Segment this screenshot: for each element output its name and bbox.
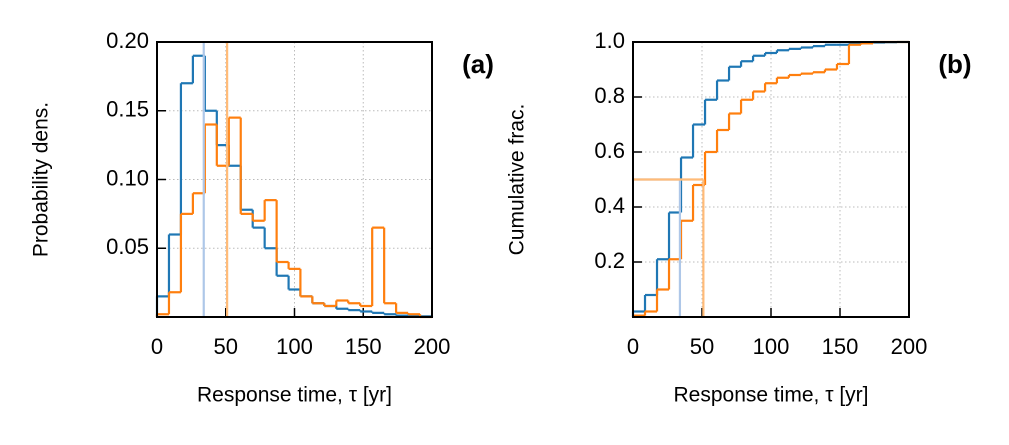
y-tick-label: 0.20 [106,28,149,53]
y-tick-label: 0.15 [106,97,149,122]
x-tick-label: 50 [690,334,714,359]
y-tick-label: 1.0 [594,28,625,53]
y-tick-label: 0.8 [594,83,625,108]
x-tick-label: 50 [214,334,238,359]
y-tick-label: 0.6 [594,138,625,163]
y-axis-label: Probability dens. [30,102,53,257]
x-tick-label: 150 [345,334,382,359]
x-tick-label: 100 [753,334,790,359]
x-tick-label: 200 [414,334,451,359]
x-axis-label: Response time, τ [yr] [673,384,868,407]
y-tick-label: 0.2 [594,248,625,273]
x-tick-label: 150 [822,334,859,359]
x-tick-label: 0 [627,334,639,359]
y-tick-label: 0.10 [106,165,149,190]
x-tick-label: 200 [891,334,928,359]
x-tick-label: 0 [151,334,163,359]
plot-frame [632,41,910,318]
x-tick-label: 100 [276,334,313,359]
x-axis-label: Response time, τ [yr] [197,384,392,407]
y-tick-label: 0.4 [594,193,625,218]
y-axis-label: Cumulative frac. [506,104,529,256]
panel-label: (b) [938,49,971,79]
y-tick-label: 0.05 [106,234,149,259]
plot-frame [156,41,433,318]
panel-label: (a) [462,49,494,79]
